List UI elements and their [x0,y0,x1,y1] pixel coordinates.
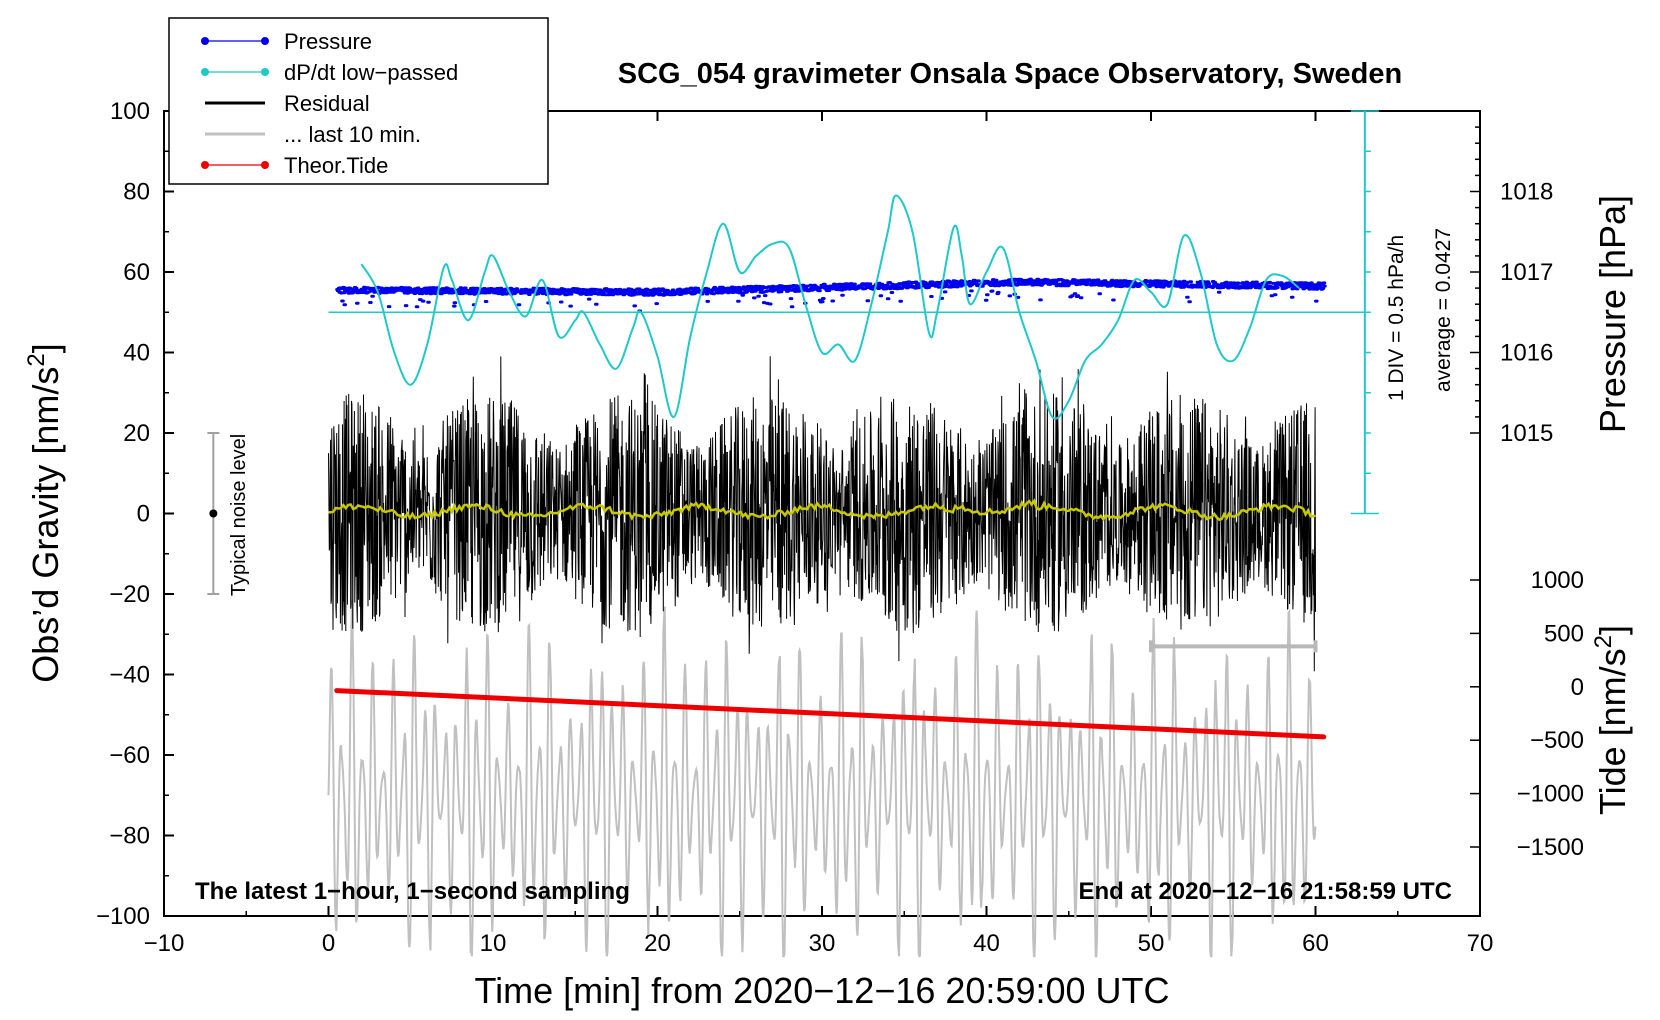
noise-bar-dot [209,509,218,518]
x-tick-label: 10 [480,930,507,957]
legend-dot-right-1 [261,68,269,76]
y-tick-label: 80 [123,179,150,206]
chart-title: SCG_054 gravimeter Onsala Space Observat… [618,58,1402,90]
legend-dot-left-4 [201,161,209,169]
noise-level-label: Typical noise level [228,434,250,596]
legend-label-0: Pressure [284,29,372,54]
legend-label-4: Theor.Tide [284,153,388,178]
legend-dot-right-4 [261,161,269,169]
x-tick-label: 60 [1302,930,1329,957]
legend-dot-left-1 [201,68,209,76]
x-tick-label: 70 [1467,930,1494,957]
pressure-tick-label: 1016 [1500,340,1553,367]
tide-tick-label: −500 [1530,727,1584,754]
residual-series-line [328,356,1316,672]
x-tick-label: 0 [322,930,335,957]
pressure-axis-label: Pressure [hPa] [1592,195,1633,433]
y-tick-label: 40 [123,340,150,367]
tide-axis-label: Tide [nm/s2] [1590,625,1633,815]
last10-series-line [327,599,1317,958]
pressure-series-dots [335,277,1327,313]
tide-axis-label-sup: 2 [1590,635,1617,648]
legend-dot-right-0 [261,37,269,45]
y-tick-label: 20 [123,420,150,447]
tide-tick-label: −1000 [1517,781,1584,808]
y-tick-label: −80 [109,823,150,850]
series-layer [327,110,1379,958]
legend-items: Pressure dP/dt low−passed Residual ... last… [201,29,458,178]
y-tick-label: −100 [96,903,150,930]
tide-tick-label: −1500 [1517,834,1584,861]
legend-label-2: Residual [284,91,370,116]
y-tick-label: 0 [137,501,150,528]
y-axis-label-tail: ] [25,343,66,353]
tide-tick-label: 0 [1571,674,1584,701]
x-tick-label: 40 [973,930,1000,957]
legend-label-1: dP/dt low−passed [284,60,458,85]
annotations [207,432,1318,653]
tide-tick-label: 1000 [1531,567,1584,594]
tide-series-line [334,688,1327,740]
pressure-tick-label: 1018 [1500,179,1553,206]
legend-dot-left-0 [201,37,209,45]
y-axis-label-sup: 2 [23,353,50,366]
legend-box [168,17,549,185]
x-tick-label: −10 [144,930,185,957]
x-tick-label: 30 [809,930,836,957]
x-axis-label: Time [min] from 2020−12−16 20:59:00 UTC [474,970,1169,1011]
legend-label-3: ... last 10 min. [284,122,421,147]
dpdt-series-line [360,194,1300,420]
residual-smoothed-line [328,498,1316,522]
y-axis-label-main: Obs’d Gravity [nm/s [25,367,66,683]
footer-right-text: End at 2020−12−16 21:58:59 UTC [1078,878,1452,905]
tide-axis-label-main: Tide [nm/s [1592,648,1633,815]
legend: Pressure dP/dt low−passed Residual ... last… [168,17,549,185]
y-tick-label: −40 [109,662,150,689]
x-tick-label: 50 [1138,930,1165,957]
dpdt-average-label: average = 0.0427 [1432,228,1455,392]
tide-tick-label: 500 [1544,620,1584,647]
y-axis-label: Obs’d Gravity [nm/s2] [23,343,66,682]
y-tick-label: 60 [123,259,150,286]
y-tick-label: 100 [110,98,150,125]
y-tick-label: −60 [109,742,150,769]
tide-axis-label-tail: ] [1592,625,1633,635]
pressure-tick-label: 1017 [1500,259,1553,286]
pressure-tick-label: 1015 [1500,420,1553,447]
y-tick-label: −20 [109,581,150,608]
dpdt-div-label: 1 DIV = 0.5 hPa/h [1385,235,1408,401]
footer-left-text: The latest 1−hour, 1−second sampling [195,878,630,905]
axes-ticks: −10 0 10 20 30 40 50 60 70−100−80−60−40−20020406… [96,98,1584,957]
